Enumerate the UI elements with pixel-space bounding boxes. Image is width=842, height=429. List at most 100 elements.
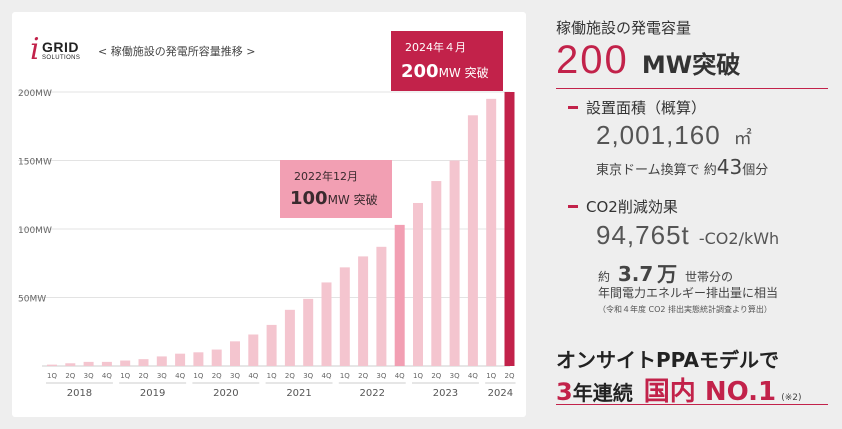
year-label: 2018 <box>67 388 92 399</box>
logo-solutions-text: SOLUTIONS <box>42 55 81 61</box>
ppa-note: (※2) <box>781 393 802 403</box>
callout-2024: 2024年４月 200MW 突破 <box>391 31 503 91</box>
quarter-label: 1Q <box>120 372 130 380</box>
quarter-label: 4Q <box>102 372 112 380</box>
area-unit: ㎡ <box>733 128 752 149</box>
ppa-row: 3年連続 国内 NO.1 (※2) <box>556 371 802 408</box>
y-tick-label: 100MW <box>18 226 52 236</box>
bar <box>504 92 515 366</box>
quarter-label: 3Q <box>230 372 240 380</box>
side-title: 稼働施設の発電容量 <box>556 19 692 37</box>
year-label: 2020 <box>213 388 238 399</box>
household-prefix: 約 <box>598 270 611 284</box>
bar <box>211 349 222 366</box>
year-label: 2024 <box>488 388 513 399</box>
quarter-label: 3Q <box>450 372 460 380</box>
bar <box>120 360 131 366</box>
year-label: 2022 <box>360 388 385 399</box>
quarter-label: 3Q <box>157 372 167 380</box>
quarter-label: 2Q <box>139 372 149 380</box>
quarter-label: 4Q <box>175 372 185 380</box>
callout-2024-value: 200MW 突破 <box>401 61 489 82</box>
bar <box>193 352 204 366</box>
callout-2024-date: 2024年４月 <box>405 41 466 54</box>
bar <box>156 356 167 366</box>
bar <box>358 256 369 366</box>
bar <box>47 364 57 366</box>
bar <box>431 181 442 366</box>
quarter-label: 4Q <box>468 372 478 380</box>
quarter-label: 2Q <box>285 372 295 380</box>
quarter-label: 4Q <box>322 372 332 380</box>
household-note: （令和４年度 CO2 排出実態統計調査より算出） <box>598 305 772 314</box>
co2-dash <box>568 205 578 208</box>
bar <box>284 309 295 366</box>
quarter-label: 3Q <box>303 372 313 380</box>
callout-2022-value: 100MW 突破 <box>290 188 378 209</box>
bar <box>303 298 314 366</box>
igrid-logo: i GRID SOLUTIONS <box>30 32 92 67</box>
quarter-label: 1Q <box>193 372 203 380</box>
area-value: 2,001,160 <box>596 120 721 150</box>
co2-value-row: 94,765t -CO2/kWh <box>596 220 779 251</box>
quarter-label: 1Q <box>47 372 57 380</box>
callout-2022-suffix: MW 突破 <box>327 193 378 207</box>
bar <box>467 115 478 366</box>
bar <box>486 98 497 366</box>
bar <box>101 361 112 366</box>
bar <box>83 361 94 366</box>
bar <box>175 353 186 366</box>
ppa-title: オンサイトPPAモデルで <box>556 348 779 372</box>
callout-2022: 2022年12月 100MW 突破 <box>280 160 392 218</box>
chart-subtitle: < 稼働施設の発電所容量推移 > <box>98 45 256 58</box>
year-label: 2023 <box>433 388 458 399</box>
callout-2024-number: 200 <box>401 61 439 82</box>
bar <box>248 334 259 366</box>
side-big-value: 200 MW突破 <box>556 38 740 83</box>
quarter-label: 4Q <box>248 372 258 380</box>
logo-grid-text: GRID <box>42 39 79 55</box>
dome-prefix: 東京ドーム換算で 約 <box>596 163 717 178</box>
co2-value: 94,765t <box>596 220 690 250</box>
quarter-label: 3Q <box>376 372 386 380</box>
callout-2022-date: 2022年12月 <box>294 170 358 183</box>
ppa-mid: 年連続 <box>572 381 633 405</box>
y-tick-label: 50MW <box>18 295 46 305</box>
quarter-label: 4Q <box>395 372 405 380</box>
bar <box>376 246 387 366</box>
area-dash <box>568 106 578 109</box>
ppa-big: 国内 NO.1 <box>643 377 777 407</box>
side-big-number: 200 <box>556 38 629 82</box>
dome-number: 43 <box>716 155 743 179</box>
quarter-label: 1Q <box>413 372 423 380</box>
bar <box>266 324 277 366</box>
ppa-rule <box>556 404 828 405</box>
quarter-label: 2Q <box>505 372 515 380</box>
quarter-label: 2Q <box>358 372 368 380</box>
bar <box>321 282 332 366</box>
callout-2022-number: 100 <box>290 188 328 209</box>
bar <box>230 341 240 366</box>
quarter-label: 2Q <box>431 372 441 380</box>
bar <box>413 202 423 366</box>
logo-i-mark: i <box>30 32 40 67</box>
co2-unit: -CO2/kWh <box>698 229 780 248</box>
bar <box>449 160 460 366</box>
quarter-label: 1Q <box>267 372 277 380</box>
household-suffix: 世帯分の <box>684 270 733 284</box>
household-number: 3.7 <box>617 262 654 286</box>
ppa-number: 3 <box>556 378 573 406</box>
dome-row: 東京ドーム換算で 約43個分 <box>596 155 768 179</box>
y-tick-label: 150MW <box>18 158 52 168</box>
bar <box>394 224 405 366</box>
bar <box>339 267 350 366</box>
quarter-label: 2Q <box>65 372 75 380</box>
y-tick-label: 200MW <box>18 89 52 99</box>
co2-label: CO2削減効果 <box>586 198 678 216</box>
year-label: 2019 <box>140 388 165 399</box>
area-value-row: 2,001,160 ㎡ <box>596 120 752 151</box>
area-label: 設置面積（概算） <box>586 99 707 117</box>
quarter-label: 1Q <box>340 372 350 380</box>
quarter-label: 2Q <box>212 372 222 380</box>
